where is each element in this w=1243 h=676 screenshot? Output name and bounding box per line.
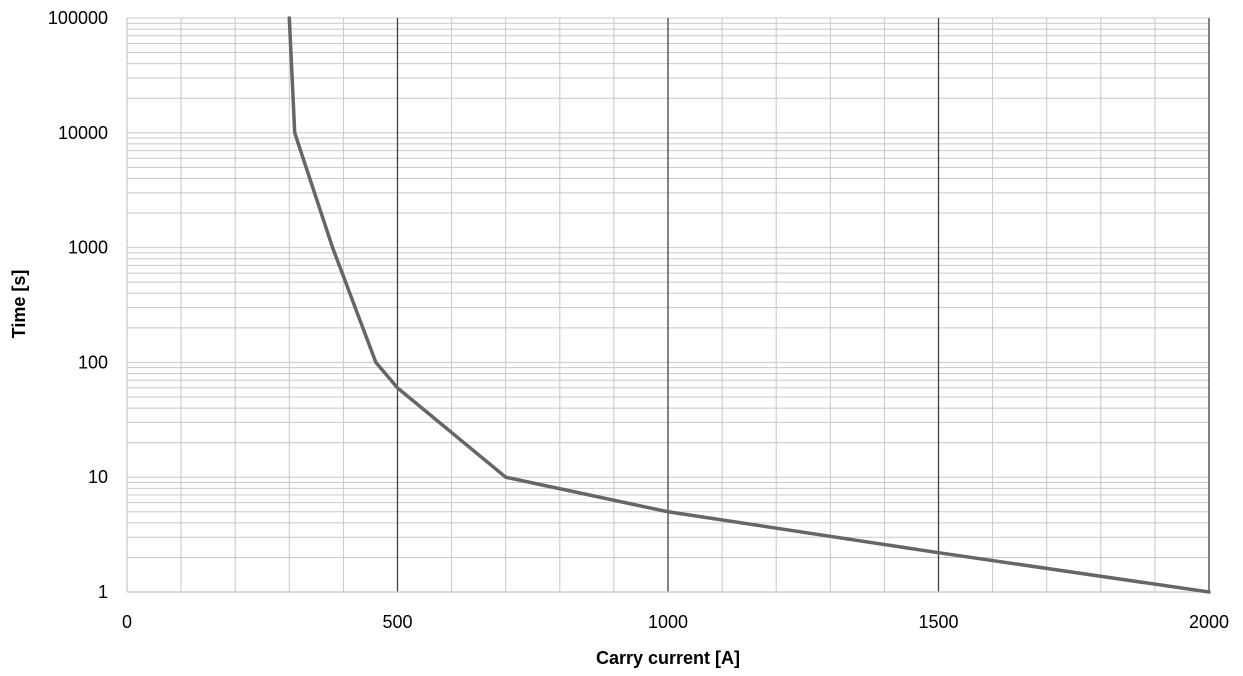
y-tick-label: 1 (98, 582, 108, 602)
tick-label-layer: 0 500 1000 1500 2000 1 10 100 1000 10000 100000 (48, 8, 1229, 632)
x-axis-title: Carry current [A] (596, 648, 740, 668)
x-tick-label: 1500 (918, 612, 958, 632)
x-tick-label: 2000 (1189, 612, 1229, 632)
y-tick-label: 1000 (68, 238, 108, 258)
y-tick-label: 100000 (48, 8, 108, 28)
x-tick-label: 500 (382, 612, 412, 632)
y-tick-label: 100 (78, 352, 108, 372)
grid-layer (126, 17, 1210, 593)
y-tick-label: 10000 (58, 123, 108, 143)
y-axis-title: Time [s] (9, 270, 29, 339)
series-layer (287, 16, 1211, 594)
y-tick-label: 10 (88, 467, 108, 487)
series-line (287, 16, 1211, 594)
x-tick-label: 0 (122, 612, 132, 632)
x-tick-label: 1000 (648, 612, 688, 632)
